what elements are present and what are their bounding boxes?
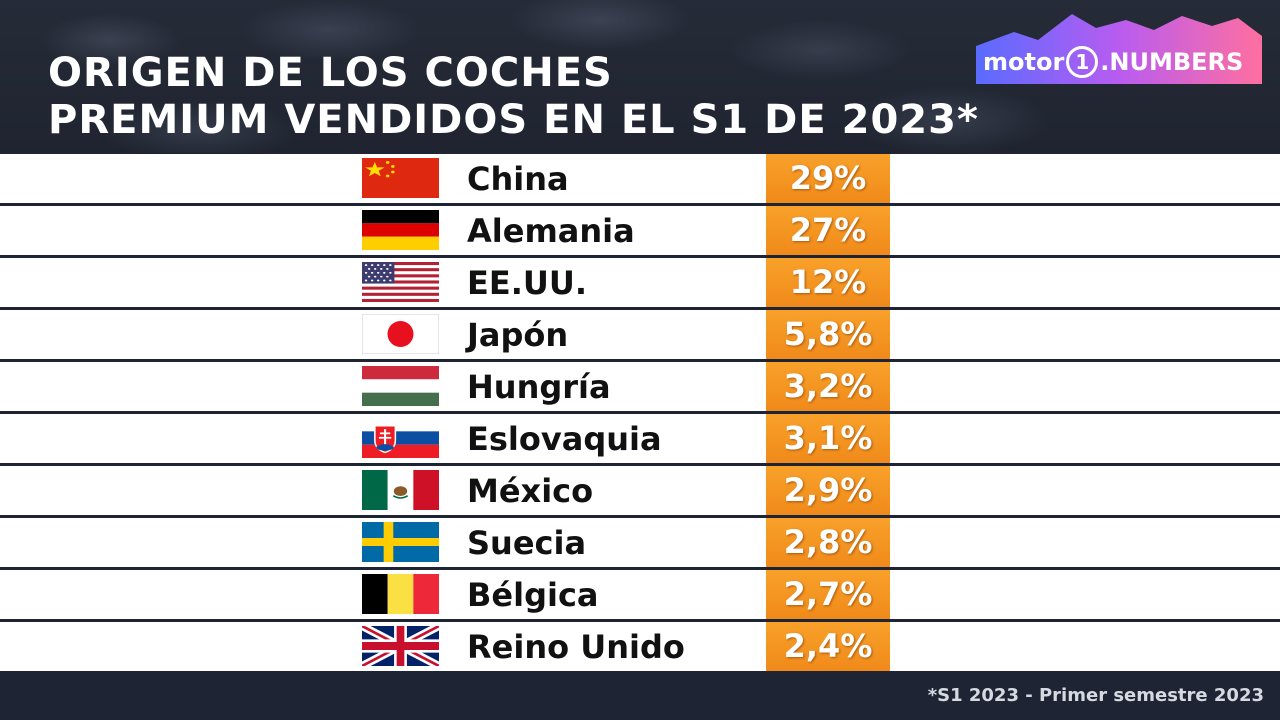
usa-flag-icon <box>362 262 439 302</box>
uk-flag-icon <box>362 626 439 666</box>
percentage-cell: 2,4% <box>766 622 890 671</box>
table-row: Suecia 2,8% <box>0 518 1280 567</box>
country-label: Eslovaquia <box>467 420 662 458</box>
japan-flag-icon <box>362 314 439 354</box>
country-label: Reino Unido <box>467 628 685 666</box>
percentage-cell: 27% <box>766 206 890 255</box>
country-label: China <box>467 160 569 198</box>
percentage-cell: 2,8% <box>766 518 890 567</box>
hungary-flag-icon <box>362 366 439 406</box>
table-row: Reino Unido 2,4% <box>0 622 1280 671</box>
percentage-cell: 2,9% <box>766 466 890 515</box>
china-flag-icon <box>362 158 439 198</box>
belgium-flag-icon <box>362 574 439 614</box>
slovakia-flag-icon <box>362 418 439 458</box>
motor1-logo-mountains-icon <box>976 14 1262 84</box>
country-label: Japón <box>467 316 569 354</box>
page-title: ORIGEN DE LOS COCHES PREMIUM VENDIDOS EN… <box>48 50 979 144</box>
table-row: México 2,9% <box>0 466 1280 515</box>
title-line-2: PREMIUM VENDIDOS EN EL S1 DE 2023* <box>48 97 979 143</box>
percentage-cell: 5,8% <box>766 310 890 359</box>
table-row: China 29% <box>0 154 1280 203</box>
table-row: EE.UU. 12% <box>0 258 1280 307</box>
table-row: Eslovaquia 3,1% <box>0 414 1280 463</box>
percentage-cell: 3,1% <box>766 414 890 463</box>
country-label: EE.UU. <box>467 264 587 302</box>
table-row: Hungría 3,2% <box>0 362 1280 411</box>
header-banner: ORIGEN DE LOS COCHES PREMIUM VENDIDOS EN… <box>0 0 1280 153</box>
motor1-numbers-logo: motor 1 .NUMBERS <box>983 46 1243 78</box>
country-label: México <box>467 472 594 510</box>
country-label: Alemania <box>467 212 635 250</box>
table-row: Bélgica 2,7% <box>0 570 1280 619</box>
percentage-cell: 12% <box>766 258 890 307</box>
percentage-cell: 2,7% <box>766 570 890 619</box>
country-label: Hungría <box>467 368 611 406</box>
sweden-flag-icon <box>362 522 439 562</box>
footer-bar: *S1 2023 - Primer semestre 2023 <box>0 674 1280 720</box>
germany-flag-icon <box>362 210 439 250</box>
country-label: Suecia <box>467 524 587 562</box>
percentage-cell: 3,2% <box>766 362 890 411</box>
title-line-1: ORIGEN DE LOS COCHES <box>48 50 613 96</box>
table-row: Alemania 27% <box>0 206 1280 255</box>
table-row: Japón 5,8% <box>0 310 1280 359</box>
logo-text-motor: motor <box>983 48 1065 76</box>
logo-one-badge: 1 <box>1066 46 1099 78</box>
footnote: *S1 2023 - Primer semestre 2023 <box>927 685 1264 706</box>
logo-text-numbers: .NUMBERS <box>1100 48 1244 76</box>
percentage-cell: 29% <box>766 154 890 203</box>
mexico-flag-icon <box>362 470 439 510</box>
country-label: Bélgica <box>467 576 599 614</box>
